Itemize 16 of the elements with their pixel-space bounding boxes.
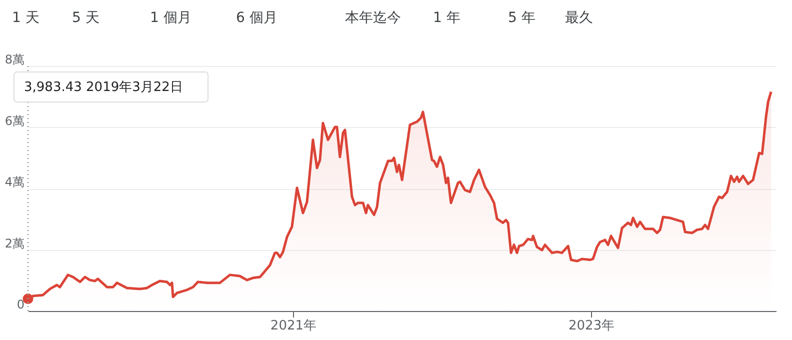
text: 6 個月 <box>236 10 278 26</box>
x-tick-label: 2023年 <box>568 318 615 334</box>
y-tick-label: 6萬 <box>4 114 24 128</box>
text: 本年迄今 <box>345 10 401 26</box>
text: 1 個月 <box>150 10 192 26</box>
y-tick-label: 8萬 <box>4 52 24 66</box>
text: 5 年 <box>508 10 536 26</box>
text: 1 天 <box>12 10 40 26</box>
annotation: 3,983.43 2019年3月22日 <box>24 80 183 95</box>
text: 1 年 <box>433 10 460 26</box>
x-tick-label: 2021年 <box>270 318 317 334</box>
y-tick-label: 4萬 <box>4 175 24 189</box>
y-tick-label: 2萬 <box>4 236 24 250</box>
text: 5 天 <box>72 10 100 26</box>
text: 最久 <box>565 10 593 26</box>
y-tick-label: 0 <box>16 298 24 312</box>
